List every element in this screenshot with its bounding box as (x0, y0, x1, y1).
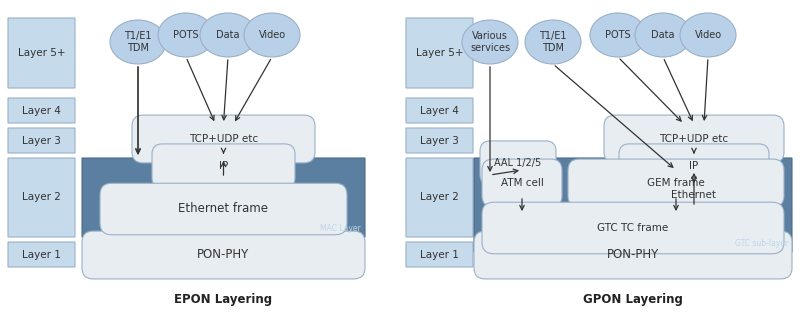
Text: PON-PHY: PON-PHY (607, 248, 659, 262)
FancyBboxPatch shape (8, 128, 75, 153)
Text: Data: Data (651, 30, 674, 40)
Text: GEM frame: GEM frame (647, 178, 705, 188)
Text: EPON Layering: EPON Layering (174, 293, 273, 306)
Ellipse shape (158, 13, 214, 57)
Text: Layer 5+: Layer 5+ (416, 48, 463, 58)
Text: Layer 5+: Layer 5+ (18, 48, 66, 58)
FancyBboxPatch shape (8, 158, 75, 237)
Text: IP: IP (690, 161, 698, 171)
FancyBboxPatch shape (568, 159, 784, 207)
Text: Video: Video (258, 30, 286, 40)
FancyBboxPatch shape (132, 115, 315, 163)
FancyBboxPatch shape (8, 98, 75, 123)
Text: Layer 2: Layer 2 (22, 192, 61, 203)
Text: T1/E1
TDM: T1/E1 TDM (124, 31, 152, 53)
FancyBboxPatch shape (406, 158, 473, 237)
Text: Layer 2: Layer 2 (420, 192, 459, 203)
Text: GTC sub-layer: GTC sub-layer (734, 239, 788, 248)
Ellipse shape (590, 13, 646, 57)
Text: PON-PHY: PON-PHY (198, 248, 250, 262)
FancyBboxPatch shape (8, 18, 75, 88)
FancyBboxPatch shape (406, 98, 473, 123)
Text: MAC Layer: MAC Layer (320, 224, 361, 233)
Text: Data: Data (216, 30, 240, 40)
Ellipse shape (635, 13, 691, 57)
FancyBboxPatch shape (480, 141, 556, 185)
Ellipse shape (244, 13, 300, 57)
Text: Ethernet: Ethernet (671, 190, 717, 200)
Text: T1/E1
TDM: T1/E1 TDM (539, 31, 566, 53)
Text: Ethernet frame: Ethernet frame (178, 203, 269, 215)
Text: Layer 3: Layer 3 (420, 136, 459, 145)
FancyBboxPatch shape (604, 115, 784, 163)
Text: Layer 1: Layer 1 (420, 250, 459, 259)
Text: GTC TC frame: GTC TC frame (598, 223, 669, 233)
FancyBboxPatch shape (482, 202, 784, 254)
FancyBboxPatch shape (406, 128, 473, 153)
Text: TCP+UDP etc: TCP+UDP etc (189, 134, 258, 144)
FancyBboxPatch shape (474, 231, 792, 279)
FancyBboxPatch shape (619, 173, 769, 217)
Text: Layer 4: Layer 4 (22, 106, 61, 116)
FancyBboxPatch shape (406, 242, 473, 267)
FancyBboxPatch shape (152, 144, 295, 188)
FancyBboxPatch shape (406, 18, 473, 88)
Text: ATM cell: ATM cell (501, 178, 543, 188)
Text: POTS: POTS (173, 30, 199, 40)
FancyBboxPatch shape (100, 183, 347, 235)
FancyBboxPatch shape (619, 144, 769, 188)
Text: TCP+UDP etc: TCP+UDP etc (659, 134, 729, 144)
FancyBboxPatch shape (474, 158, 792, 252)
Text: Layer 3: Layer 3 (22, 136, 61, 145)
Text: Video: Video (694, 30, 722, 40)
Ellipse shape (525, 20, 581, 64)
Ellipse shape (200, 13, 256, 57)
FancyBboxPatch shape (482, 159, 562, 207)
FancyBboxPatch shape (8, 242, 75, 267)
Text: AAL 1/2/5: AAL 1/2/5 (494, 158, 542, 168)
FancyBboxPatch shape (82, 158, 365, 237)
Text: GPON Layering: GPON Layering (583, 293, 683, 306)
Ellipse shape (462, 20, 518, 64)
Text: POTS: POTS (605, 30, 631, 40)
Text: IP: IP (219, 161, 228, 171)
Text: Layer 1: Layer 1 (22, 250, 61, 259)
Ellipse shape (680, 13, 736, 57)
Ellipse shape (110, 20, 166, 64)
Text: Layer 4: Layer 4 (420, 106, 459, 116)
FancyBboxPatch shape (82, 231, 365, 279)
Text: Various
services: Various services (470, 31, 510, 53)
